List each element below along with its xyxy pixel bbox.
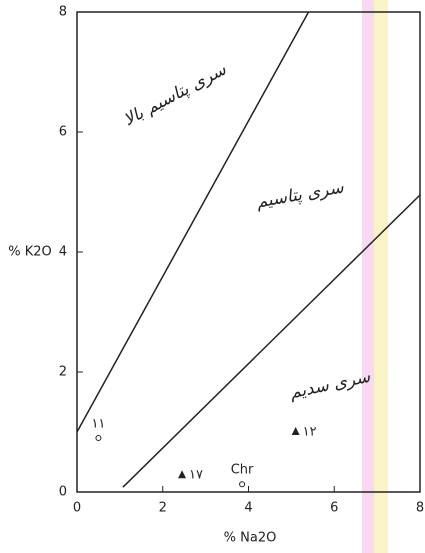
x-axis-label: % Na2O <box>224 531 277 546</box>
x-tick-label: 8 <box>416 501 424 516</box>
y-tick-label: 2 <box>59 365 67 380</box>
point-label: Chr <box>231 463 254 478</box>
y-axis-label: % K2O <box>8 245 52 260</box>
region-label: سری پتاسیم <box>255 177 346 212</box>
divider-line <box>122 194 421 488</box>
y-tick-label: 8 <box>59 5 67 20</box>
point <box>291 427 300 435</box>
region-label: سری پتاسیم بالا <box>120 59 230 130</box>
point-label: ۱۷ <box>189 468 203 483</box>
region-label: سری سدیم <box>288 367 373 404</box>
y-tick-label: 6 <box>59 125 67 140</box>
point-label: ۱۲ <box>303 425 317 440</box>
point <box>178 470 187 479</box>
scan-stripe <box>374 0 388 553</box>
y-tick-label: 4 <box>59 245 67 260</box>
y-tick-label: 0 <box>59 485 67 500</box>
x-tick-label: 0 <box>73 501 81 516</box>
x-tick-label: 6 <box>330 501 338 516</box>
divider-line <box>76 11 310 433</box>
point <box>95 435 102 441</box>
x-tick-label: 2 <box>159 501 167 516</box>
scan-stripe <box>362 0 374 553</box>
point-label: ۱۱ <box>91 417 105 432</box>
point <box>239 481 246 488</box>
x-tick-label: 4 <box>244 501 252 516</box>
